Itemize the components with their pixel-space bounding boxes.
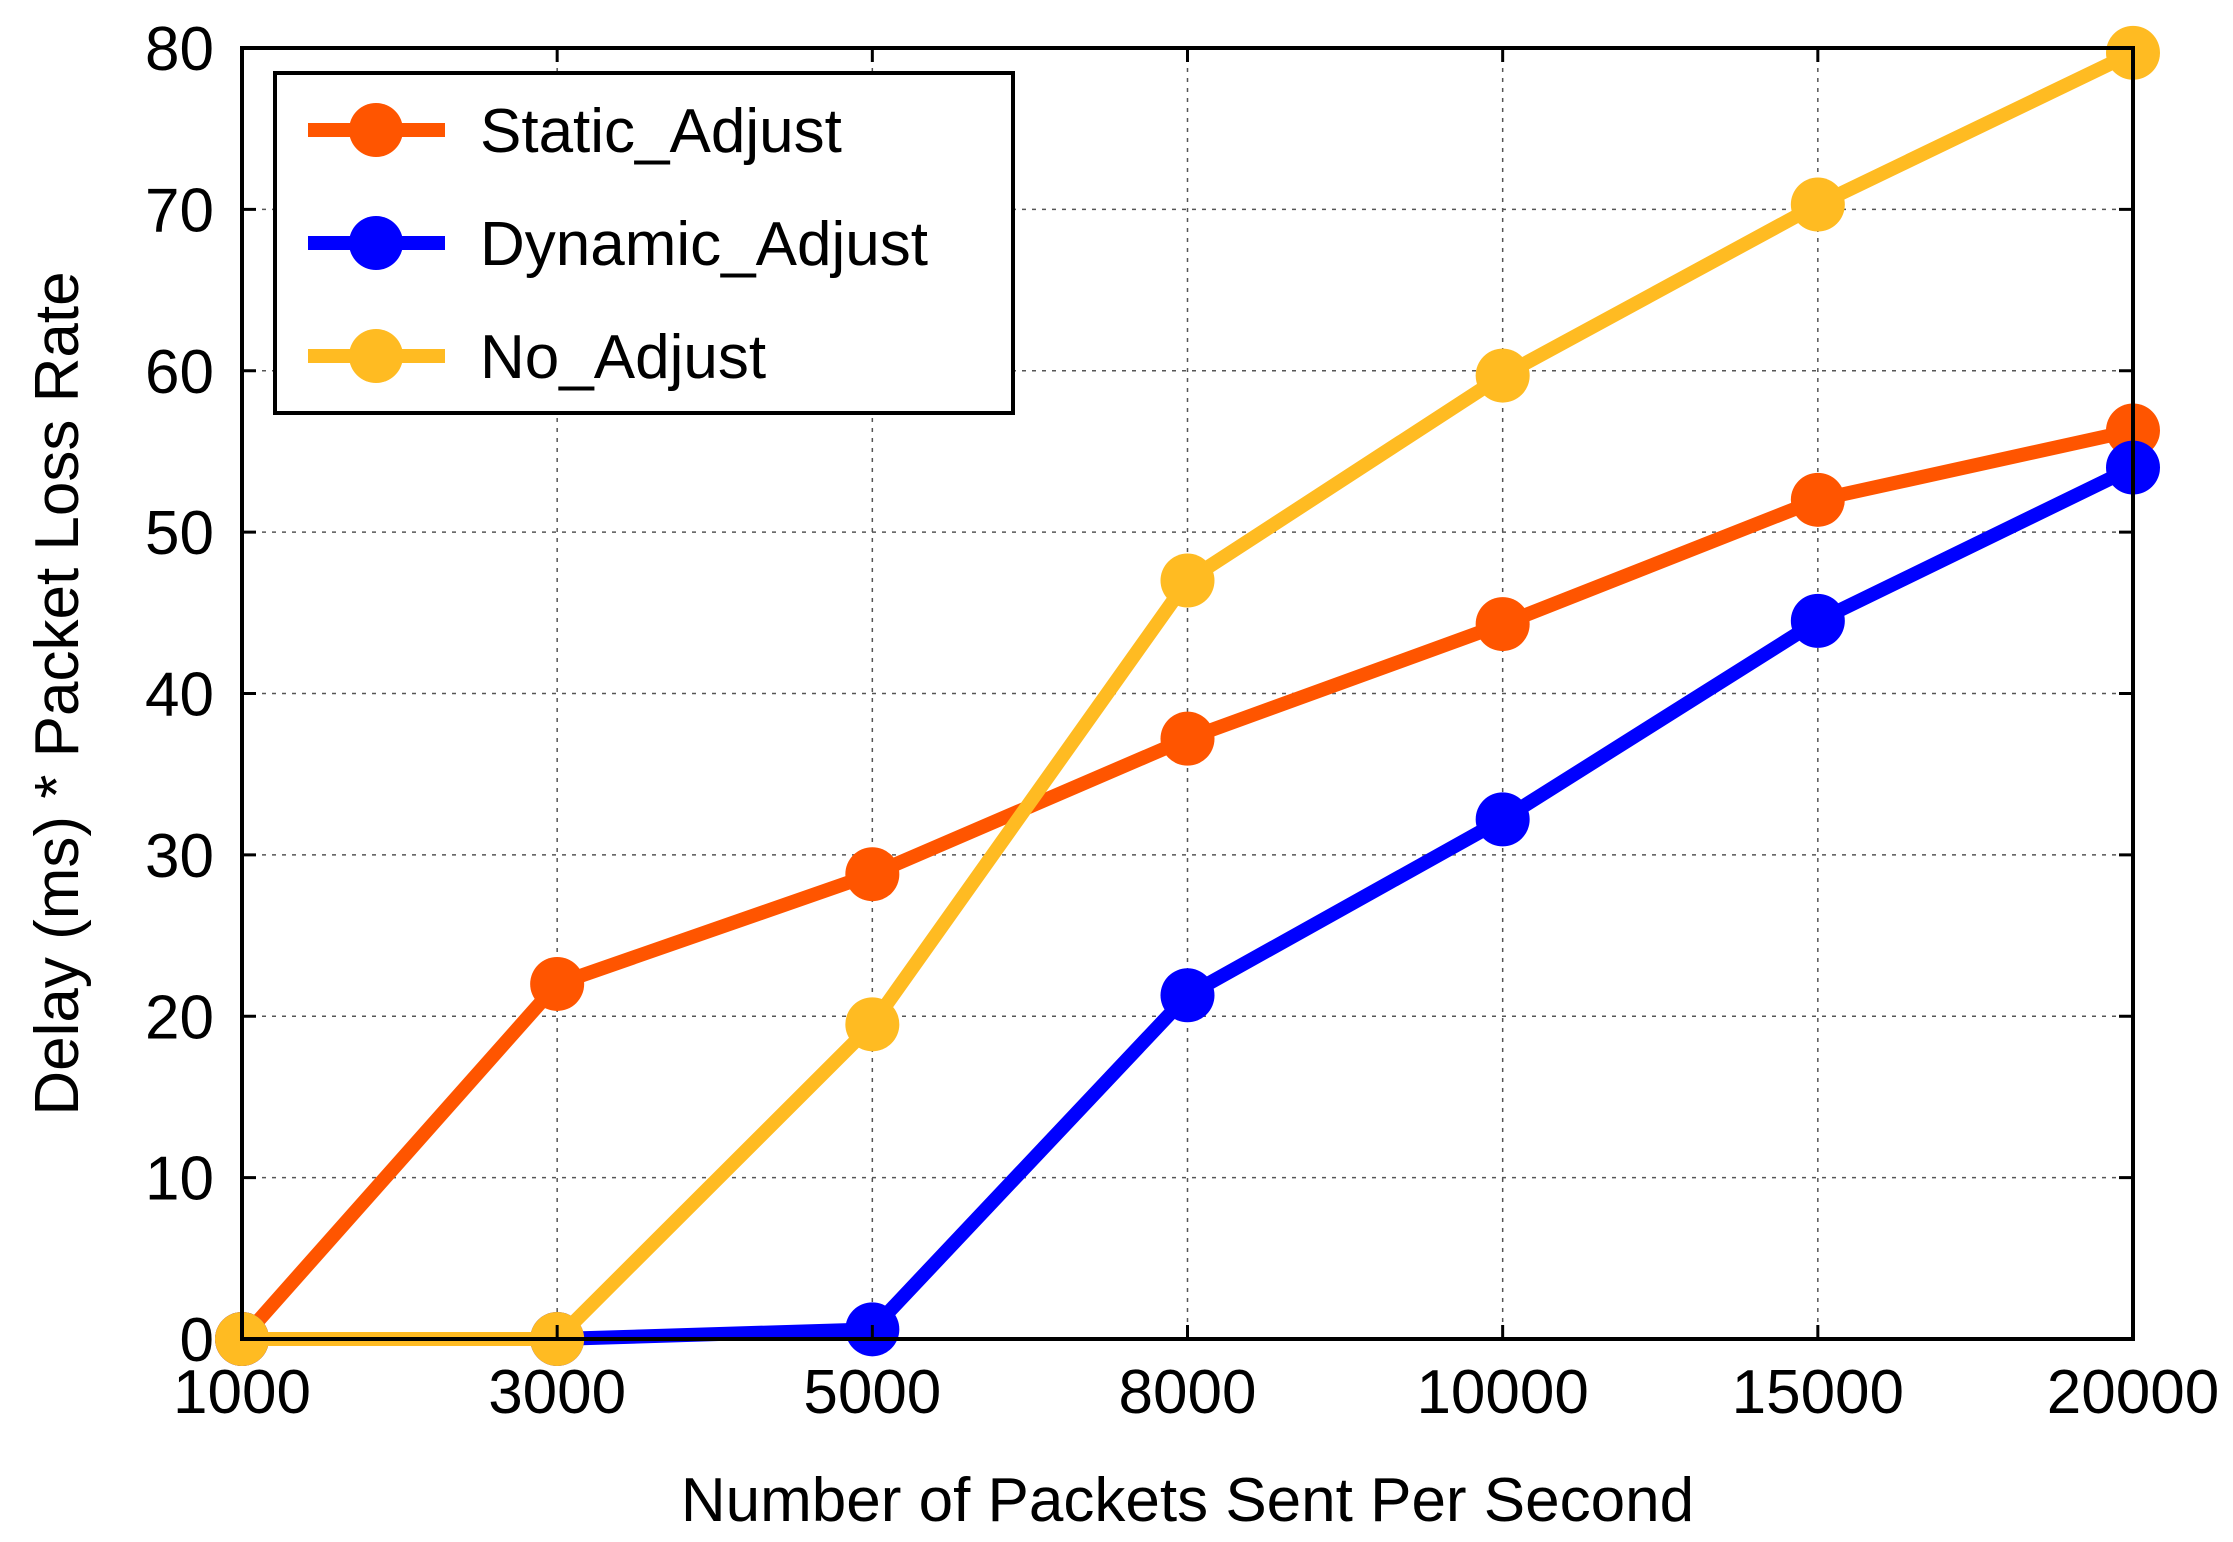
x-tick-label: 8000 (1119, 1358, 1257, 1427)
y-tick-label: 0 (180, 1306, 214, 1375)
legend-item: Static_Adjust (308, 97, 842, 166)
y-tick-label: 10 (145, 1145, 214, 1214)
y-tick-label: 80 (145, 15, 214, 84)
y-tick-label: 20 (145, 983, 214, 1052)
x-axis: 1000 3000 5000 8000 10000 15000 20000 (173, 48, 2219, 1427)
legend-item: Dynamic_Adjust (308, 210, 928, 279)
data-point (1160, 968, 1215, 1023)
data-point (1475, 792, 1530, 847)
y-axis: 0 10 20 30 40 50 60 70 80 (145, 15, 2133, 1375)
x-tick-label: 1000 (173, 1358, 311, 1427)
x-tick-label: 3000 (488, 1358, 626, 1427)
legend-label: Dynamic_Adjust (480, 210, 928, 279)
y-tick-label: 60 (145, 338, 214, 407)
y-tick-label: 50 (145, 499, 214, 568)
data-point (1160, 711, 1215, 766)
legend-item: No_Adjust (308, 323, 766, 392)
legend-marker (349, 329, 403, 383)
data-point (1475, 348, 1530, 403)
data-point (1160, 553, 1215, 608)
legend-label: No_Adjust (480, 323, 766, 392)
x-tick-label: 10000 (1416, 1358, 1588, 1427)
x-tick-label: 15000 (1732, 1358, 1904, 1427)
x-axis-title: Number of Packets Sent Per Second (681, 1466, 1694, 1535)
y-tick-label: 70 (145, 176, 214, 245)
data-point (1475, 597, 1530, 652)
data-point (845, 997, 900, 1052)
y-tick-label: 40 (145, 661, 214, 730)
data-point (1790, 472, 1845, 527)
legend: Static_Adjust Dynamic_Adjust No_Adjust (273, 71, 1015, 415)
x-tick-label: 20000 (2047, 1358, 2219, 1427)
y-tick-label: 30 (145, 822, 214, 891)
data-point (530, 956, 585, 1011)
data-point (1790, 177, 1845, 232)
x-tick-label: 5000 (803, 1358, 941, 1427)
y-axis-title: Delay (ms) * Packet Loss Rate (23, 271, 92, 1115)
legend-marker (349, 103, 403, 157)
legend-label: Static_Adjust (480, 97, 842, 166)
legend-marker (349, 216, 403, 270)
data-point (845, 847, 900, 902)
data-point (1790, 593, 1845, 648)
